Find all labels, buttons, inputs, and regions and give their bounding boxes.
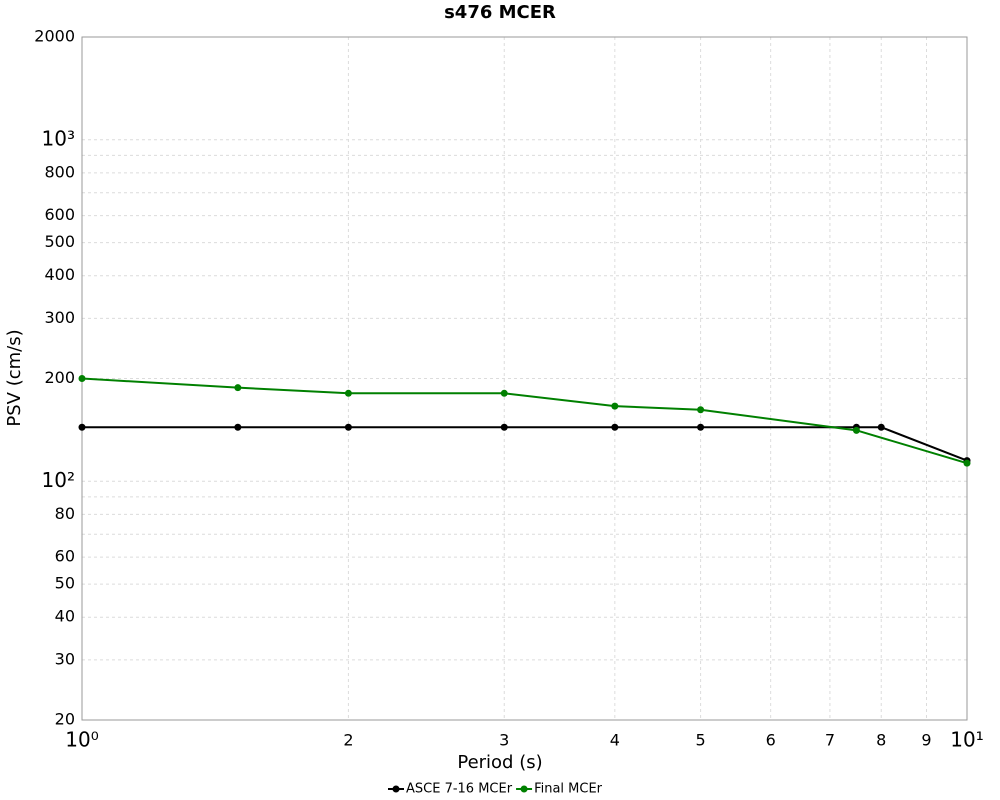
series-line: [81, 377, 968, 465]
legend-label: Final MCEr: [534, 782, 603, 797]
y-tick-label: 400: [44, 265, 75, 284]
series-line: [82, 426, 968, 462]
y-tick-label: 2000: [34, 27, 75, 46]
data-point: [611, 402, 619, 410]
legend-marker: [392, 785, 400, 793]
x-tick-label: 4: [610, 731, 620, 750]
legend-marker: [520, 785, 528, 793]
data-point: [963, 459, 971, 467]
y-tick-label: 200: [44, 368, 75, 387]
y-tick-label: 20: [55, 710, 75, 729]
data-point: [697, 406, 705, 414]
data-point: [78, 375, 86, 382]
data-point: [500, 389, 508, 397]
x-axis-label: Period (s): [457, 752, 542, 773]
data-point: [344, 389, 352, 397]
x-tick-label: 10⁰: [65, 728, 98, 752]
y-tick-label: 40: [55, 607, 75, 626]
data-point: [877, 423, 885, 431]
x-tick-label: 2: [343, 731, 353, 750]
x-tick-label: 6: [766, 731, 776, 750]
data-point: [852, 426, 860, 434]
y-tick-label: 80: [55, 504, 75, 523]
y-tick-label: 50: [55, 574, 75, 593]
x-tick-label: 3: [499, 731, 509, 750]
x-tick-label: 8: [876, 731, 886, 750]
x-tick-label: 5: [695, 731, 705, 750]
legend-label: ASCE 7-16 MCEr: [406, 782, 513, 797]
y-tick-label: 600: [44, 205, 75, 224]
data-point: [611, 423, 619, 431]
data-point: [697, 423, 705, 431]
x-tick-label: 10¹: [950, 728, 983, 752]
y-axis-label: PSV (cm/s): [4, 329, 25, 426]
data-point: [344, 423, 352, 431]
y-tick-label: 10²: [42, 468, 75, 492]
data-point: [234, 384, 242, 392]
data-point: [78, 423, 86, 431]
y-tick-label: 800: [44, 162, 75, 181]
y-tick-label: 300: [44, 308, 75, 327]
y-tick-label: 30: [55, 649, 75, 668]
x-tick-label: 9: [921, 731, 931, 750]
chart-title: s476 MCER: [444, 2, 556, 23]
data-point: [234, 423, 242, 431]
y-tick-label: 500: [44, 232, 75, 251]
data-point: [500, 423, 508, 431]
x-tick-label: 7: [825, 731, 835, 750]
y-tick-label: 10³: [42, 126, 75, 150]
y-tick-label: 60: [55, 547, 75, 566]
